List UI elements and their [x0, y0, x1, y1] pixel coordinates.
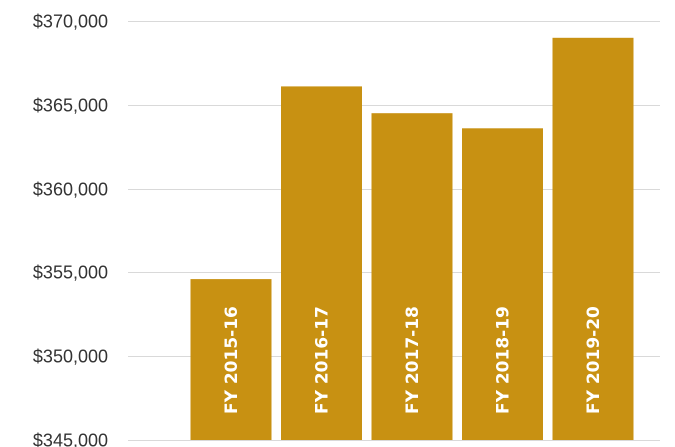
bar-category-label: FY 2018-19 [494, 306, 514, 414]
y-axis-tick-labels: $345,000 $350,000 $355,000 $360,000 $365,000… [33, 12, 108, 447]
bars [190, 37, 634, 441]
y-tick-label: $365,000 [33, 96, 108, 116]
y-tick-label: $360,000 [33, 180, 108, 200]
bar-category-label: FY 2015-16 [222, 306, 242, 414]
bar [190, 279, 272, 440]
bar-category-label: FY 2016-17 [313, 306, 333, 414]
bar-category-label: FY 2017-18 [403, 306, 423, 414]
y-tick-label: $370,000 [33, 12, 108, 32]
bar [281, 86, 362, 441]
bar [462, 128, 543, 441]
bar-category-labels: FY 2015-16 FY 2016-17 FY 2017-18 FY 2018-19… [222, 306, 604, 414]
y-tick-label: $350,000 [33, 347, 108, 367]
bar [552, 37, 634, 441]
bar-category-label: FY 2019-20 [584, 306, 604, 414]
y-tick-label: $355,000 [33, 263, 108, 283]
y-tick-label: $345,000 [33, 431, 108, 447]
bar [371, 113, 453, 440]
